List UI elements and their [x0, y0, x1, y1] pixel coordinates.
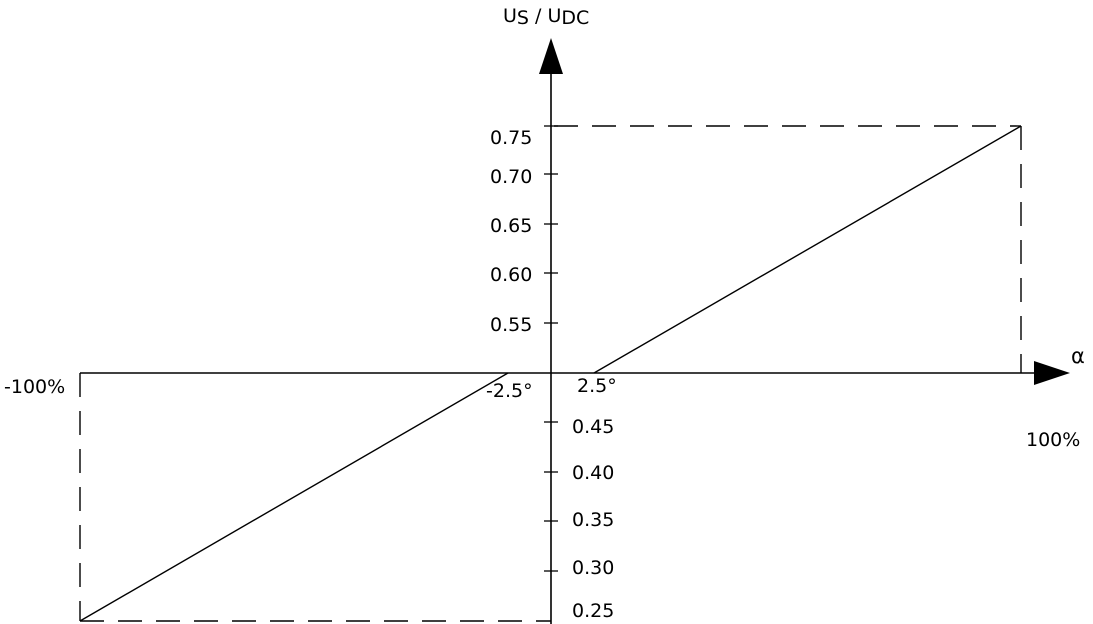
ytick-label-0-75: 0.75 [490, 127, 532, 149]
ytick-label-0-70: 0.70 [490, 166, 532, 188]
x-label-minus-2-5-deg: -2.5° [486, 380, 533, 402]
x-axis-label: α [1071, 344, 1085, 368]
x-label-minus-100: -100% [4, 376, 65, 398]
x-label-2-5-deg: 2.5° [577, 375, 617, 397]
x-axis-arrowhead [1034, 361, 1070, 385]
ytick-label-0-35: 0.35 [572, 509, 614, 531]
y-axis-label-u2: U [547, 5, 561, 27]
y-axis-label: US / UDC [503, 5, 589, 29]
ytick-label-0-25: 0.25 [572, 600, 614, 622]
series-line-negative [79, 372, 509, 622]
ytick-label-0-65: 0.65 [490, 215, 532, 237]
y-axis-label-u1: U [503, 5, 517, 27]
x-label-100: 100% [1026, 429, 1080, 451]
ytick-label-0-55: 0.55 [490, 314, 532, 336]
ytick-label-0-60: 0.60 [490, 264, 532, 286]
y-axis-label-sub1: S [517, 7, 529, 29]
y-axis-label-sub2: DC [561, 7, 589, 29]
ytick-label-0-30: 0.30 [572, 557, 614, 579]
y-axis-label-separator: / [529, 5, 547, 27]
series-line-positive [593, 125, 1022, 374]
y-axis-arrowhead [539, 38, 563, 74]
ytick-label-0-40: 0.40 [572, 462, 614, 484]
ytick-label-0-45: 0.45 [572, 416, 614, 438]
